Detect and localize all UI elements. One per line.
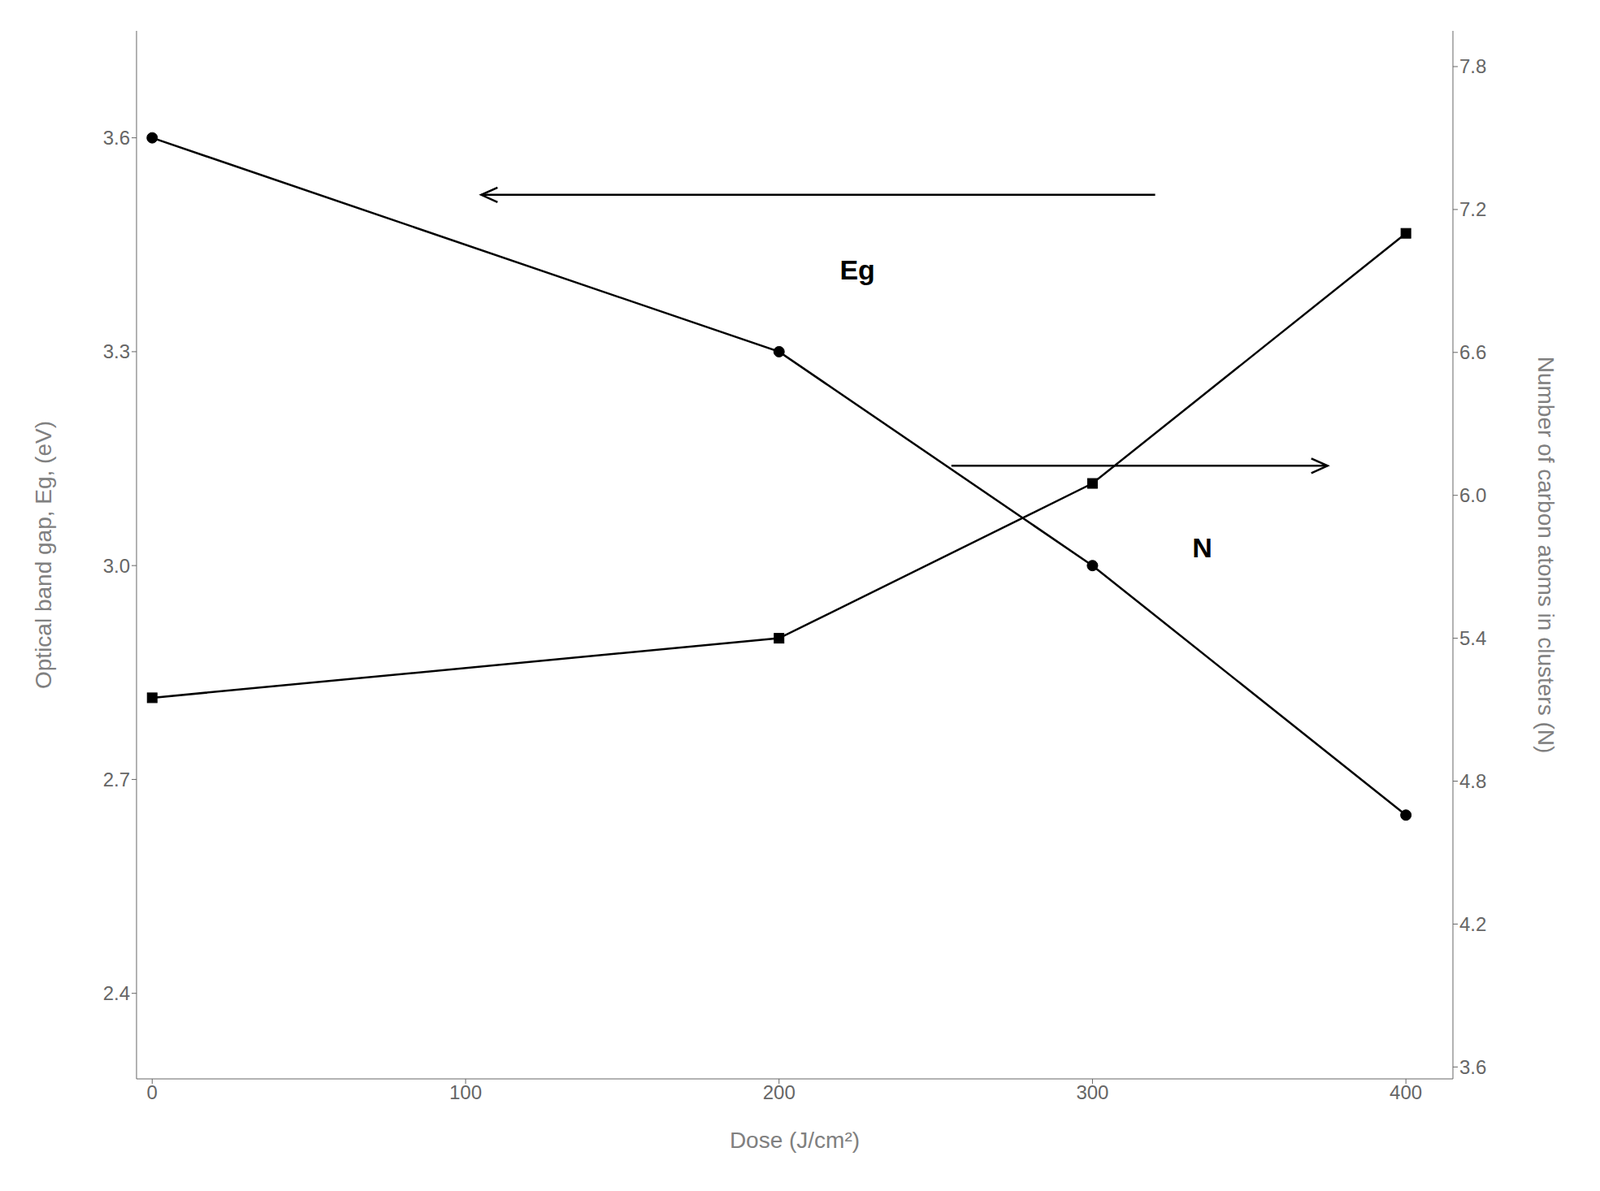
svg-text:200: 200 [763,1081,796,1104]
svg-text:2.7: 2.7 [103,768,131,791]
svg-text:Optical band gap, Eg, (eV): Optical band gap, Eg, (eV) [30,420,57,690]
svg-text:7.2: 7.2 [1459,198,1487,221]
svg-text:4.8: 4.8 [1459,770,1487,793]
svg-text:300: 300 [1075,1081,1109,1104]
svg-text:N: N [1192,532,1213,564]
svg-text:Number of carbon atoms in clus: Number of carbon atoms in clusters (N) [1533,356,1559,755]
svg-text:Eg: Eg [839,254,875,286]
svg-text:3.0: 3.0 [103,555,131,577]
svg-text:2.4: 2.4 [103,982,131,1005]
svg-text:6.6: 6.6 [1459,341,1487,364]
svg-text:3.6: 3.6 [103,126,131,149]
svg-text:6.0: 6.0 [1459,484,1487,507]
svg-text:4.2: 4.2 [1459,913,1487,936]
svg-text:100: 100 [449,1081,482,1104]
svg-text:Dose (J/cm²): Dose (J/cm²) [729,1127,860,1154]
svg-text:7.8: 7.8 [1459,55,1487,78]
svg-text:3.3: 3.3 [103,340,131,363]
svg-text:5.4: 5.4 [1459,627,1487,650]
svg-text:400: 400 [1389,1081,1423,1104]
svg-text:3.6: 3.6 [1459,1056,1487,1079]
svg-text:0: 0 [147,1081,158,1104]
